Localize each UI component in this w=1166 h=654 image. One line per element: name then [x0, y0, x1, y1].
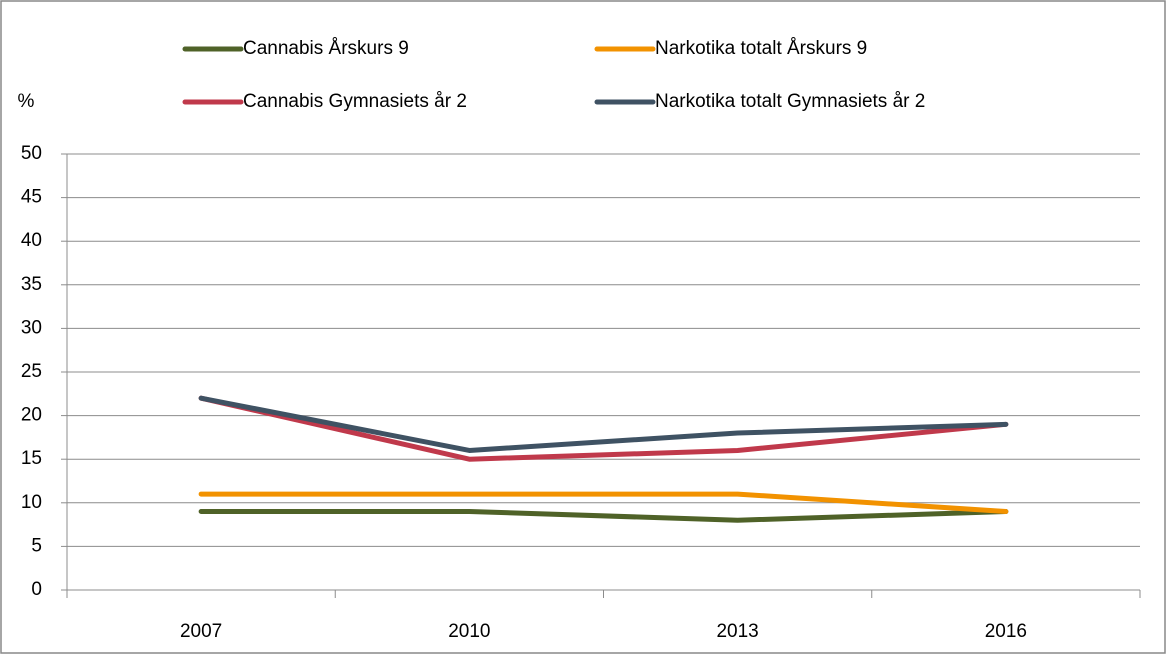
x-tick-label: 2016: [985, 621, 1027, 642]
y-tick-label: 0: [31, 579, 42, 600]
legend-label: Narkotika totalt Gymnasiets år 2: [655, 91, 925, 112]
y-tick-label: 15: [21, 448, 42, 469]
x-tick-label: 2010: [448, 621, 490, 642]
y-tick-label: 50: [21, 143, 42, 164]
series-line: [198, 509, 1009, 523]
y-tick-label: 45: [21, 187, 42, 208]
y-tick-label: 30: [21, 317, 42, 338]
y-tick-label: 20: [21, 405, 42, 426]
legend-label: Cannabis Årskurs 9: [243, 38, 409, 59]
y-tick-label: 5: [31, 535, 42, 556]
series-line: [198, 395, 1009, 462]
y-tick-label: 25: [21, 361, 42, 382]
y-tick-label: 35: [21, 274, 42, 295]
x-tick-label: 2013: [716, 621, 758, 642]
series-line: [198, 491, 1009, 515]
y-tick-label: 10: [21, 492, 42, 513]
y-axis-label: %: [18, 91, 35, 112]
y-tick-label: 40: [21, 230, 42, 251]
series-line: [198, 395, 1009, 453]
x-tick-label: 2007: [180, 621, 222, 642]
legend-label: Cannabis Gymnasiets år 2: [243, 91, 467, 112]
legend-label: Narkotika totalt Årskurs 9: [655, 38, 867, 59]
